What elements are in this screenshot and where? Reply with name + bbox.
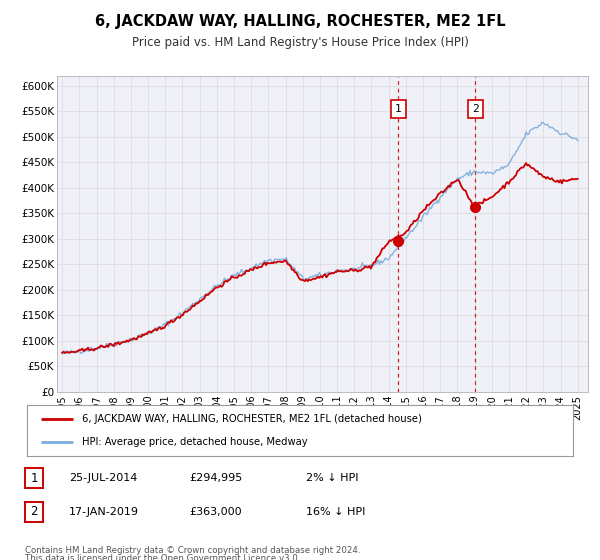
Text: 6, JACKDAW WAY, HALLING, ROCHESTER, ME2 1FL: 6, JACKDAW WAY, HALLING, ROCHESTER, ME2 … (95, 14, 505, 29)
Text: 6, JACKDAW WAY, HALLING, ROCHESTER, ME2 1FL (detached house): 6, JACKDAW WAY, HALLING, ROCHESTER, ME2 … (82, 414, 421, 424)
Text: Contains HM Land Registry data © Crown copyright and database right 2024.: Contains HM Land Registry data © Crown c… (25, 546, 361, 555)
Text: 16% ↓ HPI: 16% ↓ HPI (306, 507, 365, 517)
Text: 2: 2 (31, 505, 38, 519)
Text: 2% ↓ HPI: 2% ↓ HPI (306, 473, 359, 483)
Text: £294,995: £294,995 (189, 473, 242, 483)
Text: 1: 1 (31, 472, 38, 485)
Text: £363,000: £363,000 (189, 507, 242, 517)
Text: This data is licensed under the Open Government Licence v3.0.: This data is licensed under the Open Gov… (25, 554, 301, 560)
Text: 17-JAN-2019: 17-JAN-2019 (69, 507, 139, 517)
Text: Price paid vs. HM Land Registry's House Price Index (HPI): Price paid vs. HM Land Registry's House … (131, 36, 469, 49)
Text: 25-JUL-2014: 25-JUL-2014 (69, 473, 137, 483)
Text: 1: 1 (395, 104, 402, 114)
Text: HPI: Average price, detached house, Medway: HPI: Average price, detached house, Medw… (82, 437, 307, 447)
Text: 2: 2 (472, 104, 479, 114)
